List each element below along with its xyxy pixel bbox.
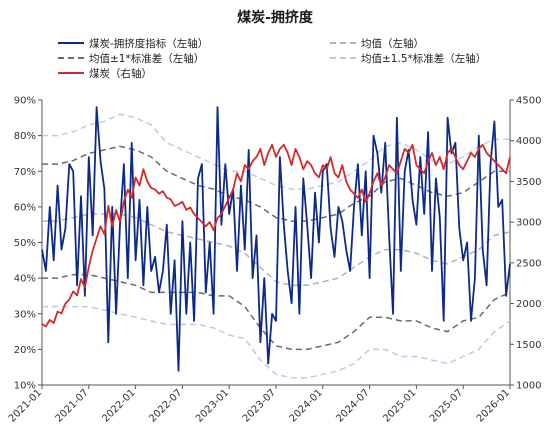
y-left-tick-label: 30% (14, 309, 36, 320)
y-left-tick-label: 40% (14, 274, 36, 285)
y-right-tick-label: 1500 (516, 340, 541, 351)
x-tick-label: 2023-07 (241, 387, 278, 424)
y-left-tick-label: 10% (14, 381, 36, 392)
series-group (41, 106, 511, 379)
series-line (41, 106, 511, 372)
y-right-tick-label: 3000 (516, 218, 541, 229)
legend-label: 均值±1.5*标准差（左轴） (361, 52, 486, 65)
chart-title: 煤炭-拥挤度 (237, 9, 314, 26)
legend-label: 均值±1*标准差（左轴） (89, 52, 204, 65)
legend-label: 均值（左轴） (361, 37, 424, 50)
axes: 10% 20% 30% 40% 50% 60% 70% 80% 90% 1000 1500 2000 2… (7, 96, 542, 425)
x-tick-label: 2022-07 (147, 387, 184, 424)
y-right-tick-label: 2000 (516, 299, 541, 310)
x-tick-label: 2025-01 (381, 387, 418, 424)
legend: 煤炭-拥挤度指标（左轴） 均值（左轴） 均值±1*标准差（左轴） 均值±1.5*标准差… (58, 37, 486, 80)
series-line (41, 143, 511, 328)
x-tick-label: 2022-01 (100, 387, 137, 424)
x-tick-label: 2025-07 (428, 387, 465, 424)
y-left-tick-label: 20% (14, 345, 36, 356)
y-right-tick-label: 3500 (516, 177, 541, 188)
x-tick-label: 2021-07 (54, 387, 91, 424)
legend-label: 煤炭-拥挤度指标（左轴） (89, 37, 208, 50)
y-left-tick-label: 70% (14, 167, 36, 178)
series-line (42, 305, 511, 379)
x-tick-label: 2026-01 (475, 387, 512, 424)
y-left-tick-label: 80% (14, 131, 36, 142)
y-right-tick-label: 2500 (516, 258, 541, 269)
x-tick-label: 2024-07 (334, 387, 371, 424)
y-left-tick-label: 60% (14, 202, 36, 213)
y-left-tick-label: 90% (14, 96, 36, 107)
y-right-tick-label: 4500 (516, 96, 541, 107)
x-tick-label: 2021-01 (7, 387, 44, 424)
x-tick-label: 2023-01 (194, 387, 231, 424)
series-line (42, 213, 511, 287)
x-tick-label: 2024-01 (288, 387, 325, 424)
y-right-tick-label: 1000 (516, 381, 541, 392)
legend-label: 煤炭（右轴） (89, 67, 152, 80)
y-right-tick-label: 4000 (516, 136, 541, 147)
y-left-tick-label: 50% (14, 238, 36, 249)
series-line (42, 145, 510, 222)
series-line (42, 113, 510, 190)
